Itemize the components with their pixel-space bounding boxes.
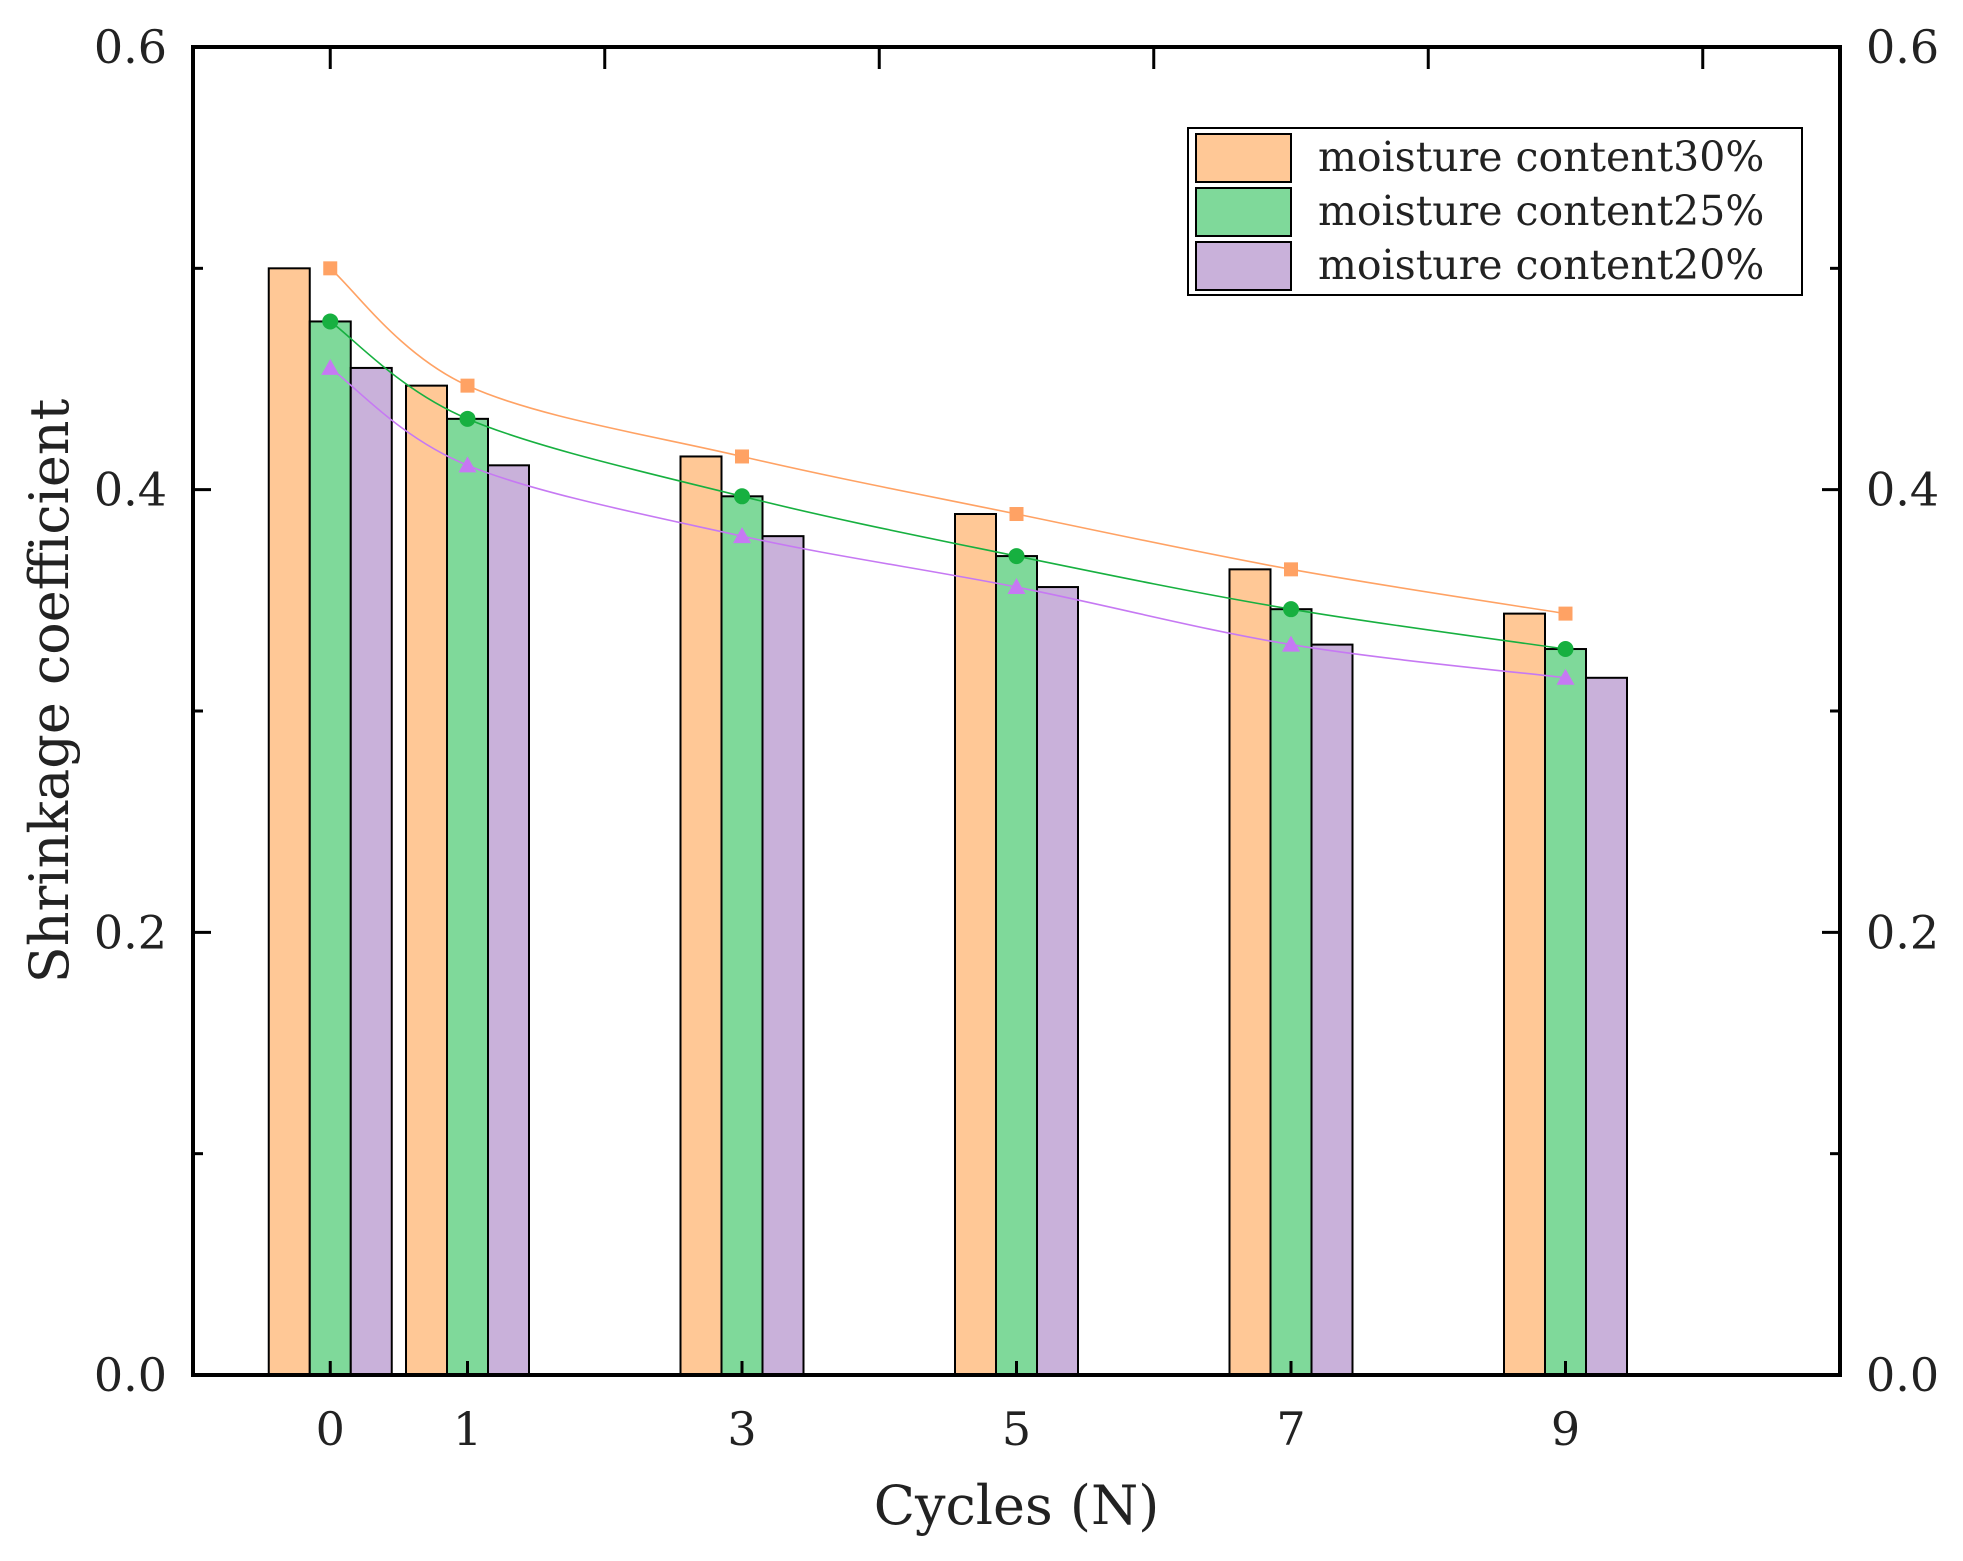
x-tick-label: 5 <box>1002 1402 1031 1456</box>
bar-0-0 <box>267 267 311 1376</box>
marker-1-1 <box>459 410 476 427</box>
marker-2-4 <box>1282 635 1300 652</box>
marker-0-3 <box>1009 507 1024 522</box>
x-axis-title: Cycles (N) <box>874 1474 1160 1537</box>
x-tick-label: 1 <box>453 1402 482 1456</box>
x-tick-label: 3 <box>727 1402 756 1456</box>
legend-label-1: moisture content25% <box>1318 187 1764 235</box>
legend-label-2: moisture content20% <box>1318 241 1764 289</box>
x-tick-label: 0 <box>316 1402 345 1456</box>
bar-2-3 <box>1036 586 1079 1376</box>
x-tick-label: 7 <box>1276 1402 1305 1456</box>
bar-1-3 <box>995 555 1038 1376</box>
axes-layer: 0.0 0.0 0.2 0.2 0.4 0.4 0.6 0.6 0 1 3 5 7 9 <box>94 20 1939 1456</box>
bar-2-2 <box>761 535 805 1376</box>
marker-2-5 <box>1556 668 1575 685</box>
bar-0-4 <box>1228 568 1272 1376</box>
bar-1-2 <box>720 495 764 1377</box>
marker-1-0 <box>322 313 339 330</box>
legend: moisture content30% moisture content25% mo… <box>1187 127 1803 296</box>
marker-1-4 <box>1283 601 1299 618</box>
bar-2-5 <box>1585 676 1628 1376</box>
bar-2-4 <box>1310 643 1354 1376</box>
marker-0-0 <box>323 261 338 276</box>
y-tick-label-left: 0.0 <box>94 1348 167 1402</box>
legend-label-0: moisture content30% <box>1318 133 1764 181</box>
marker-1-5 <box>1557 641 1574 658</box>
marker-0-1 <box>460 378 475 393</box>
marker-0-4 <box>1284 562 1298 577</box>
bar-1-5 <box>1544 648 1587 1376</box>
legend-swatch-0 <box>1195 133 1292 183</box>
y-tick-label-right: 0.4 <box>1866 463 1939 517</box>
bar-2-0 <box>349 366 393 1376</box>
bars-layer <box>267 267 1628 1377</box>
legend-swatch-2 <box>1195 241 1292 291</box>
y-axis-title: Shrinkage coefficient <box>18 398 81 983</box>
marker-2-2 <box>733 527 751 544</box>
bar-0-3 <box>954 513 997 1376</box>
x-tick-label: 9 <box>1551 1402 1580 1456</box>
bar-1-4 <box>1269 608 1313 1376</box>
marker-1-3 <box>1008 548 1025 565</box>
y-tick-label-left: 0.4 <box>94 463 167 517</box>
bar-2-1 <box>487 464 530 1376</box>
bar-1-0 <box>308 320 352 1376</box>
bar-0-1 <box>405 384 448 1376</box>
marker-2-3 <box>1007 578 1026 595</box>
y-tick-label-left: 0.6 <box>94 20 167 74</box>
y-tick-label-right: 0.2 <box>1866 905 1939 959</box>
marker-1-2 <box>734 488 750 505</box>
marker-0-5 <box>1558 606 1573 621</box>
marker-0-2 <box>735 449 749 464</box>
y-tick-label-left: 0.2 <box>94 905 167 959</box>
bar-0-2 <box>679 455 723 1376</box>
markers-layer <box>321 261 1575 685</box>
marker-2-1 <box>458 456 477 473</box>
y-tick-label-right: 0.6 <box>1866 20 1939 74</box>
bar-1-1 <box>446 417 489 1376</box>
legend-swatch-1 <box>1195 187 1292 237</box>
marker-2-0 <box>321 358 340 375</box>
y-tick-label-right: 0.0 <box>1866 1348 1939 1402</box>
bar-0-5 <box>1503 612 1546 1376</box>
